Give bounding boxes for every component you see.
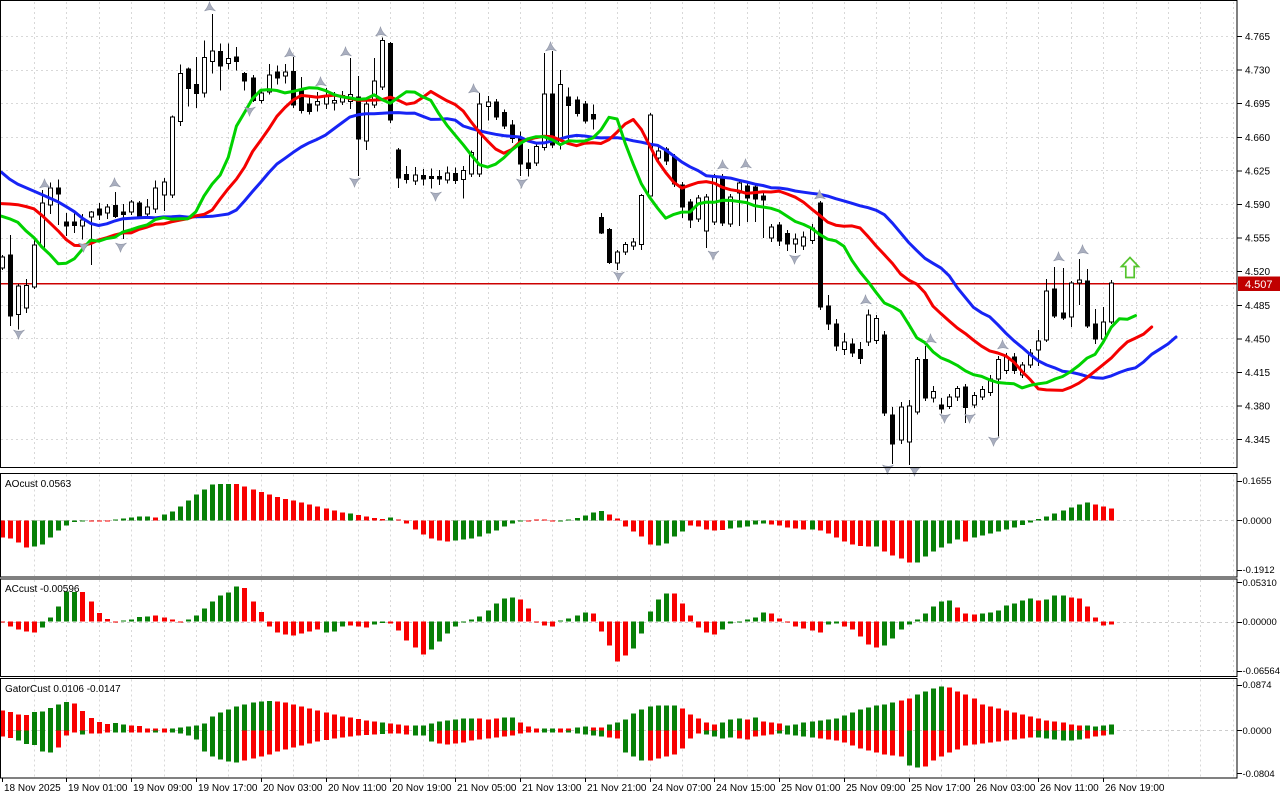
svg-text:0.0874: 0.0874 — [1243, 680, 1272, 691]
svg-text:4.625: 4.625 — [1245, 166, 1270, 177]
svg-text:4.380: 4.380 — [1245, 402, 1270, 413]
svg-text:19 Nov 09:00: 19 Nov 09:00 — [133, 783, 193, 794]
svg-text:21 Nov 05:00: 21 Nov 05:00 — [457, 783, 517, 794]
svg-text:0.00000: 0.00000 — [1243, 617, 1277, 628]
svg-text:19 Nov 17:00: 19 Nov 17:00 — [198, 783, 258, 794]
svg-text:0.0000: 0.0000 — [1243, 726, 1272, 737]
svg-text:GatorCust 0.0106 -0.0147: GatorCust 0.0106 -0.0147 — [5, 684, 121, 695]
svg-text:4.765: 4.765 — [1245, 32, 1270, 43]
svg-text:25 Nov 01:00: 25 Nov 01:00 — [781, 783, 841, 794]
svg-text:26 Nov 11:00: 26 Nov 11:00 — [1040, 783, 1099, 794]
svg-text:4.485: 4.485 — [1245, 301, 1270, 312]
svg-text:20 Nov 11:00: 20 Nov 11:00 — [328, 783, 387, 794]
svg-text:20 Nov 19:00: 20 Nov 19:00 — [392, 783, 452, 794]
svg-text:26 Nov 03:00: 26 Nov 03:00 — [976, 783, 1036, 794]
svg-text:24 Nov 15:00: 24 Nov 15:00 — [716, 783, 776, 794]
svg-text:21 Nov 21:00: 21 Nov 21:00 — [587, 783, 647, 794]
svg-text:19 Nov 01:00: 19 Nov 01:00 — [68, 783, 128, 794]
svg-text:0.0000: 0.0000 — [1243, 516, 1272, 527]
svg-text:25 Nov 09:00: 25 Nov 09:00 — [846, 783, 906, 794]
svg-text:21 Nov 13:00: 21 Nov 13:00 — [522, 783, 582, 794]
svg-text:4.695: 4.695 — [1245, 99, 1270, 110]
svg-text:4.345: 4.345 — [1245, 435, 1270, 446]
svg-text:-0.1912: -0.1912 — [1243, 565, 1275, 576]
svg-text:AOcust 0.0563: AOcust 0.0563 — [5, 479, 72, 490]
svg-text:4.507: 4.507 — [1245, 279, 1273, 291]
svg-text:25 Nov 17:00: 25 Nov 17:00 — [911, 783, 971, 794]
svg-text:-0.0804: -0.0804 — [1243, 769, 1275, 780]
svg-text:4.450: 4.450 — [1245, 334, 1270, 345]
svg-text:0.1655: 0.1655 — [1243, 476, 1272, 487]
svg-text:18 Nov 2025: 18 Nov 2025 — [4, 783, 61, 794]
svg-text:4.660: 4.660 — [1245, 133, 1270, 144]
svg-text:-0.06564: -0.06564 — [1243, 666, 1280, 677]
svg-text:26 Nov 19:00: 26 Nov 19:00 — [1105, 783, 1165, 794]
svg-text:20 Nov 03:00: 20 Nov 03:00 — [263, 783, 323, 794]
svg-text:ACcust -0.00596: ACcust -0.00596 — [5, 584, 80, 595]
svg-text:4.730: 4.730 — [1245, 66, 1270, 77]
svg-text:0.05310: 0.05310 — [1243, 578, 1277, 589]
svg-text:4.590: 4.590 — [1245, 200, 1270, 211]
svg-text:4.555: 4.555 — [1245, 234, 1270, 245]
svg-text:24 Nov 07:00: 24 Nov 07:00 — [652, 783, 712, 794]
svg-text:4.415: 4.415 — [1245, 368, 1270, 379]
